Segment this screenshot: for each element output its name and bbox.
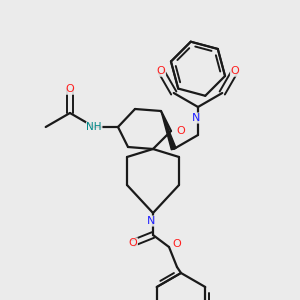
Text: O: O <box>129 238 137 248</box>
Text: O: O <box>66 84 74 94</box>
Text: O: O <box>172 239 182 249</box>
Text: NH: NH <box>86 122 102 132</box>
Text: N: N <box>147 216 155 226</box>
Text: N: N <box>192 113 200 123</box>
Text: O: O <box>157 66 166 76</box>
Text: O: O <box>177 126 185 136</box>
Polygon shape <box>161 111 176 150</box>
Text: O: O <box>230 66 239 76</box>
